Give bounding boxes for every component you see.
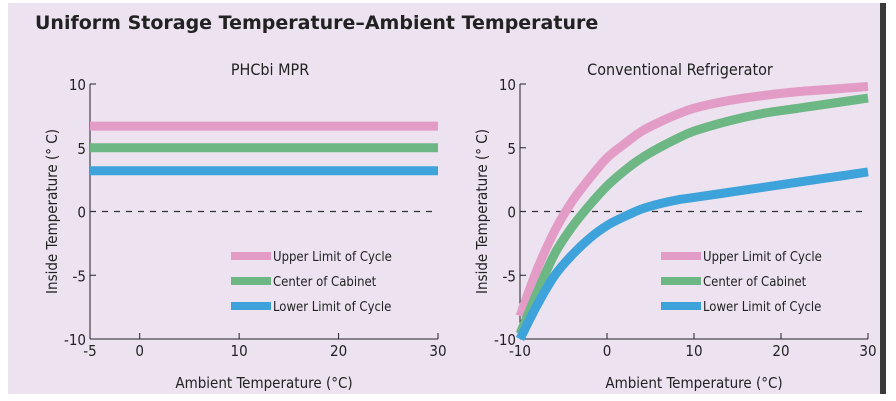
x-tick-label: 20: [330, 342, 347, 360]
chart-panel: [5, 3, 886, 394]
x-axis-label: Ambient Temperature (°C): [175, 374, 352, 392]
y-tick-label: 5: [507, 140, 516, 158]
y-tick-label: -10: [64, 331, 86, 349]
legend-label: Lower Limit of Cycle: [273, 300, 391, 315]
legend-swatch: [231, 252, 271, 260]
y-axis-label: Inside Temperature (° C): [43, 129, 61, 294]
series-line-lower: [515, 167, 869, 342]
y-tick-label: 10: [499, 76, 516, 94]
x-tick-label: -10: [509, 342, 531, 360]
x-tick-label: 0: [603, 342, 612, 360]
legend-label: Lower Limit of Cycle: [703, 300, 821, 315]
y-tick-label: 10: [69, 76, 86, 94]
y-tick-label: -5: [73, 267, 86, 285]
legend-label: Center of Cabinet: [703, 275, 807, 290]
y-tick-label: -10: [494, 331, 516, 349]
chart-title: Conventional Refrigerator: [587, 60, 773, 79]
legend-label: Upper Limit of Cycle: [273, 250, 392, 265]
y-axis-label: Inside Temperature (° C): [473, 129, 491, 294]
chart-title: PHCbi MPR: [231, 60, 309, 79]
x-tick-label: 10: [231, 342, 248, 360]
x-axis-label: Ambient Temperature (°C): [605, 374, 782, 392]
legend-swatch: [231, 277, 271, 285]
legend-label: Upper Limit of Cycle: [703, 250, 822, 265]
y-tick-label: 5: [77, 140, 86, 158]
x-tick-label: -5: [83, 342, 96, 360]
y-tick-label: -5: [503, 267, 516, 285]
legend-swatch: [231, 302, 271, 310]
x-tick-label: 30: [429, 342, 446, 360]
x-tick-label: 0: [135, 342, 144, 360]
y-tick-label: 0: [77, 204, 86, 222]
series-line-center: [515, 93, 869, 336]
chart-2: Conventional Refrigerator -10 -5 0 5 10 -10 0 10…: [473, 60, 877, 392]
figure-title: Uniform Storage Temperature–Ambient Temp…: [35, 12, 599, 34]
series-line-upper: [515, 82, 869, 318]
y-tick-label: 0: [507, 204, 516, 222]
legend-swatch: [661, 252, 701, 260]
x-tick-label: 30: [859, 342, 876, 360]
x-tick-label: 10: [685, 342, 702, 360]
legend-swatch: [661, 277, 701, 285]
legend-swatch: [661, 302, 701, 310]
x-tick-label: 20: [772, 342, 789, 360]
legend-label: Center of Cabinet: [273, 275, 377, 290]
